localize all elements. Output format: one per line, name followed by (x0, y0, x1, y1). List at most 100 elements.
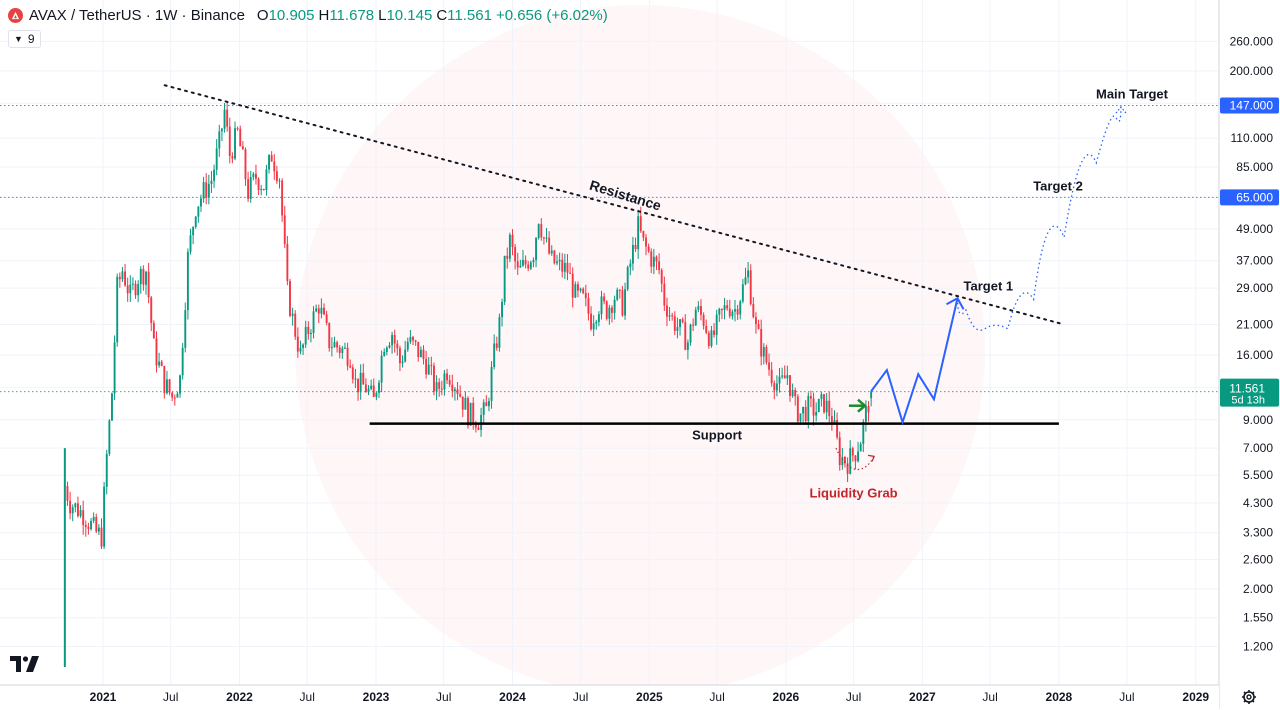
candle (587, 292, 590, 321)
candle-body (103, 486, 106, 547)
candle-body (749, 270, 752, 305)
candle (660, 268, 663, 293)
candle-body (336, 342, 339, 348)
candle (131, 277, 134, 291)
candle-body (485, 402, 488, 407)
candle-body (197, 206, 200, 217)
candle (87, 522, 90, 535)
candle-body (789, 375, 791, 396)
candle (705, 319, 708, 335)
candle-body (802, 406, 805, 414)
candle (171, 391, 174, 402)
gear-icon[interactable] (1241, 689, 1257, 710)
candle-body (736, 309, 739, 315)
tradingview-logo-icon[interactable] (10, 656, 40, 678)
candle (372, 378, 375, 398)
candle-body (171, 392, 174, 398)
symbol-title[interactable]: AVAX / TetherUS · 1W · Binance (29, 6, 245, 24)
candle (367, 385, 370, 396)
candle-body (684, 322, 687, 350)
candle-body (506, 255, 509, 259)
candle (336, 340, 339, 353)
candle (569, 262, 572, 274)
candle (129, 275, 132, 302)
candle (514, 243, 517, 270)
candle (349, 359, 352, 369)
candle-body (529, 262, 532, 269)
candle (346, 342, 349, 371)
high-value: 11.678 (329, 6, 375, 24)
candle-body (375, 392, 378, 397)
candle (535, 236, 538, 268)
candle-body (404, 349, 407, 362)
candle-body (477, 427, 480, 430)
candle (398, 345, 401, 372)
candle (443, 369, 446, 396)
candle (830, 407, 833, 431)
candle (561, 253, 564, 278)
time-tick-label: Jul (1119, 690, 1134, 704)
candle (430, 356, 433, 376)
candle-body (443, 373, 446, 390)
candle (611, 305, 613, 323)
candle-body (234, 128, 236, 159)
candle-body (105, 453, 108, 487)
candle (608, 304, 611, 325)
candle-body (239, 128, 242, 147)
candle-body (307, 326, 310, 335)
candle-body (116, 276, 119, 343)
candle-body (320, 307, 323, 314)
candle-body (121, 271, 124, 280)
candle (715, 309, 718, 345)
time-tick-label: 2024 (499, 690, 526, 704)
candle (686, 339, 689, 360)
candle-body (511, 234, 514, 247)
price-tick-label: 7.000 (1243, 441, 1273, 455)
candle-body (223, 109, 226, 129)
candle-body (425, 358, 428, 375)
candle (315, 304, 318, 313)
candle-body (864, 406, 867, 422)
candle-body (524, 259, 527, 265)
time-tick-label: Jul (846, 690, 861, 704)
candle-body (775, 383, 778, 391)
price-tick-label: 21.000 (1236, 317, 1273, 331)
candle (393, 329, 396, 353)
candle-body (854, 455, 857, 462)
indicators-toggle[interactable]: ▼ 9 (8, 30, 41, 48)
price-tick-label: 29.000 (1236, 281, 1273, 295)
candle (854, 455, 857, 470)
candle-body (184, 310, 187, 348)
chart-legend-header: AVAX / TetherUS · 1W · Binance O 10.905 H… (8, 5, 608, 25)
candle (364, 378, 367, 393)
candle (616, 287, 619, 302)
candle (241, 141, 244, 150)
candle-body (778, 376, 781, 384)
candle (383, 348, 386, 357)
candle (223, 103, 226, 133)
candle-body (380, 355, 383, 383)
candle (312, 306, 315, 339)
candle-body (692, 324, 695, 326)
candle (752, 297, 755, 319)
price-tick-label: 85.000 (1236, 160, 1273, 174)
candle-body (459, 393, 462, 397)
candle-body (587, 298, 590, 314)
candle-body (527, 264, 530, 269)
candle-body (299, 347, 302, 352)
liquidity-grab-label: Liquidity Grab (810, 485, 898, 500)
candle-body (820, 394, 823, 399)
candle-body (367, 388, 370, 393)
candle-body (809, 396, 812, 399)
candle (90, 518, 92, 531)
candle (155, 331, 158, 373)
price-tick-label: 2.000 (1243, 582, 1273, 596)
candle (809, 390, 812, 408)
candle (370, 379, 373, 391)
candle-body (681, 319, 684, 323)
candle (859, 441, 862, 452)
candle (184, 302, 187, 353)
candle (553, 249, 556, 265)
